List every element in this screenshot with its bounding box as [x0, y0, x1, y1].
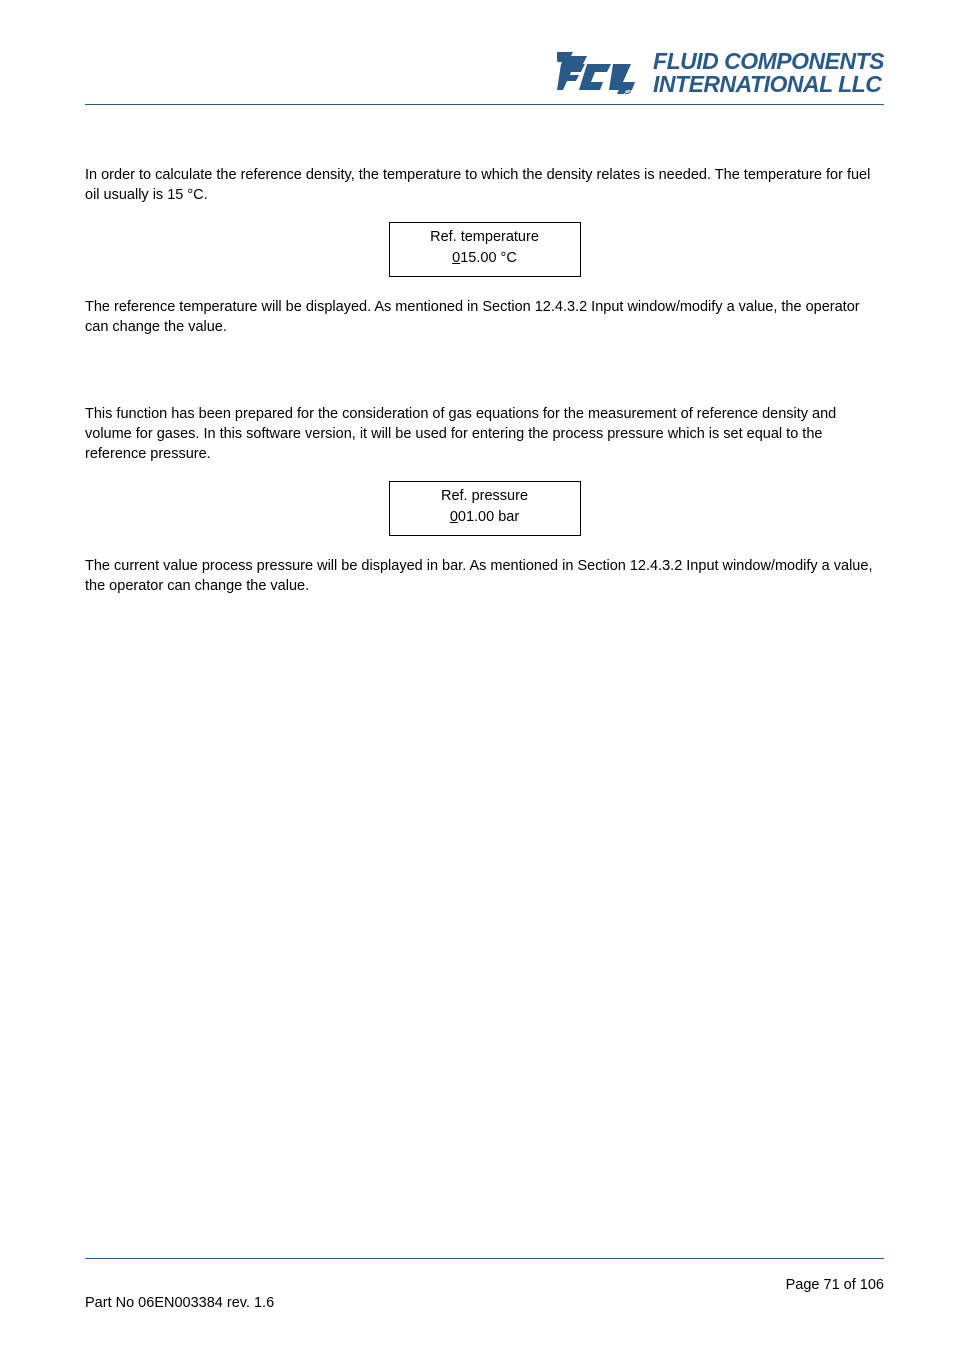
page-header: R FLUID COMPONENTS INTERNATIONAL LLC [85, 50, 884, 105]
footer-page-number: Page 71 of 106 [786, 1277, 884, 1311]
box1-line1: Ref. temperature [400, 227, 570, 249]
fci-logo-icon: R [557, 52, 649, 94]
page-footer: Part No 06EN003384 rev. 1.6 Page 71 of 1… [85, 1258, 884, 1311]
box2-line1: Ref. pressure [400, 486, 570, 508]
paragraph-4: The current value process pressure will … [85, 556, 884, 597]
box1-line2: 015.00 °C [452, 248, 517, 270]
logo-text-bottom: INTERNATIONAL LLC [653, 73, 884, 96]
footer-part-number: Part No 06EN003384 rev. 1.6 [85, 1295, 274, 1311]
company-logo: R FLUID COMPONENTS INTERNATIONAL LLC [557, 50, 884, 96]
paragraph-3: This function has been prepared for the … [85, 404, 884, 465]
ref-temperature-box: Ref. temperature 015.00 °C [389, 222, 581, 278]
logo-text-top: FLUID COMPONENTS [653, 50, 884, 73]
ref-pressure-box: Ref. pressure 001.00 bar [389, 481, 581, 537]
box2-line2: 001.00 bar [450, 507, 519, 529]
svg-text:R: R [625, 89, 629, 95]
paragraph-2: The reference temperature will be displa… [85, 297, 884, 338]
paragraph-1: In order to calculate the reference dens… [85, 165, 884, 206]
